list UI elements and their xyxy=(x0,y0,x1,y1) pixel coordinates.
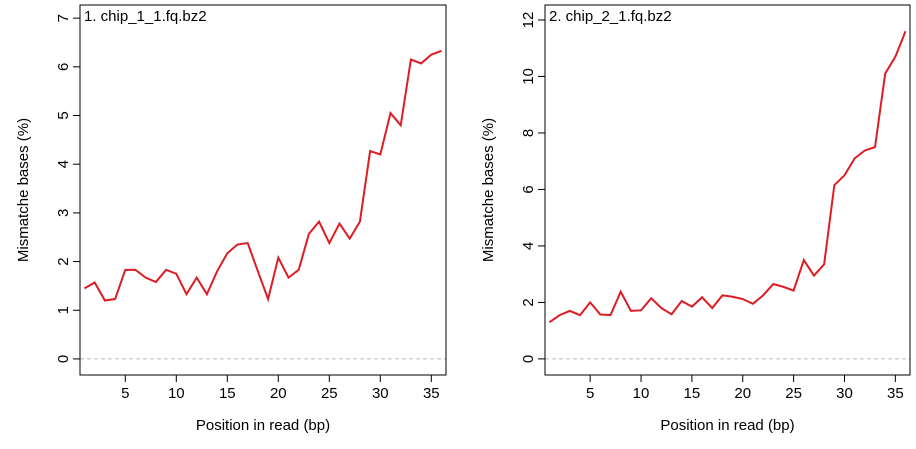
y-tick-label: 0 xyxy=(55,355,72,363)
plot-box xyxy=(544,4,911,376)
data-line xyxy=(548,30,907,324)
y-tick-label: 0 xyxy=(520,355,537,363)
y-tick-label: 3 xyxy=(55,209,72,217)
x-tick-label: 10 xyxy=(633,385,650,402)
x-tick-label: 25 xyxy=(785,385,802,402)
x-tick-label: 15 xyxy=(219,385,236,402)
y-tick-label: 1 xyxy=(55,306,72,314)
plot-title: 2. chip_2_1.fq.bz2 xyxy=(549,8,672,25)
y-tick-label: 2 xyxy=(520,298,537,306)
y-tick-label: 2 xyxy=(55,257,72,265)
y-tick-label: 10 xyxy=(520,68,537,85)
y-tick-label: 7 xyxy=(55,14,72,22)
x-axis-label: Position in read (bp) xyxy=(660,417,794,434)
y-tick-label: 4 xyxy=(520,242,537,250)
data-line xyxy=(83,49,442,303)
y-axis-label: Mismatche bases (%) xyxy=(15,118,32,262)
x-tick-label: 20 xyxy=(270,385,287,402)
y-axis-label: Mismatche bases (%) xyxy=(480,118,497,262)
x-tick-label: 15 xyxy=(684,385,701,402)
x-tick-label: 35 xyxy=(887,385,904,402)
x-tick-label: 5 xyxy=(121,385,129,402)
x-tick-label: 5 xyxy=(586,385,594,402)
x-tick-label: 35 xyxy=(423,385,440,402)
x-tick-label: 25 xyxy=(321,385,338,402)
x-tick-label: 30 xyxy=(372,385,389,402)
plot-title: 1. chip_1_1.fq.bz2 xyxy=(84,8,207,25)
y-tick-label: 8 xyxy=(520,129,537,137)
y-tick-label: 12 xyxy=(520,12,537,29)
x-tick-label: 30 xyxy=(836,385,853,402)
x-tick-label: 20 xyxy=(734,385,751,402)
x-axis-label: Position in read (bp) xyxy=(196,417,330,434)
plot-box xyxy=(79,4,447,376)
x-tick-label: 10 xyxy=(168,385,185,402)
y-tick-label: 6 xyxy=(55,63,72,71)
y-tick-label: 5 xyxy=(55,111,72,119)
y-tick-label: 4 xyxy=(55,160,72,168)
y-tick-label: 6 xyxy=(520,185,537,193)
